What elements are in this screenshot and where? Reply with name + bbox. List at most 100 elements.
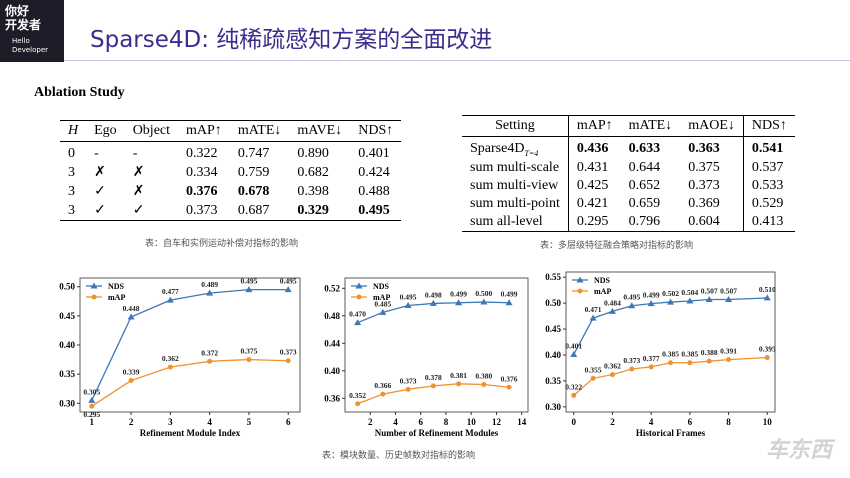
legend-marker xyxy=(355,282,363,289)
table-caption: 表：多层级特征融合策略对指标的影响 xyxy=(540,241,694,251)
cell-text: 0.652 xyxy=(628,177,661,193)
x-axis-label: Number of Refinement Modules xyxy=(375,428,499,438)
table-cell: 0.421 xyxy=(568,195,620,213)
table-cell: 0.652 xyxy=(621,177,681,195)
column-header: NDS↑ xyxy=(350,120,402,142)
y-tick-label: 0.52 xyxy=(324,283,340,293)
table-cell: ✗ xyxy=(125,182,178,201)
x-tick-label: 4 xyxy=(207,417,212,427)
plot-frame xyxy=(565,271,776,413)
data-label: 0.489 xyxy=(201,280,218,289)
data-point xyxy=(609,372,615,378)
y-tick-label: 0.30 xyxy=(59,398,75,408)
table-cell: 0.529 xyxy=(743,195,795,213)
data-point xyxy=(608,307,616,314)
cell-text: 0.890 xyxy=(297,146,329,161)
table-cell: ✗ xyxy=(125,163,178,182)
legend-label: NDS xyxy=(108,282,125,291)
cell-text: 0.533 xyxy=(751,177,784,193)
cell-text: 0.796 xyxy=(628,213,661,229)
cell-text: 0.369 xyxy=(688,195,720,211)
logo-sub: Developer xyxy=(12,46,49,54)
cell-text: 0.604 xyxy=(688,213,720,229)
table-cell: sum multi-view xyxy=(462,176,569,195)
data-label: 0.502 xyxy=(662,289,679,298)
table-cell: 3 xyxy=(60,182,86,201)
table-cell: 0.401 xyxy=(350,142,401,164)
cell-text: 0.413 xyxy=(751,213,784,229)
cell-text: 0.398 xyxy=(297,183,329,199)
cell-text: - xyxy=(132,146,138,161)
x-tick-label: 6 xyxy=(418,417,423,427)
cell-text: 0.424 xyxy=(358,164,390,180)
table-cell: - xyxy=(86,142,125,164)
data-label: 0.448 xyxy=(123,304,140,313)
data-label: 0.352 xyxy=(349,391,366,400)
y-tick-label: 0.44 xyxy=(324,338,340,348)
column-header: Setting xyxy=(462,115,569,137)
data-point xyxy=(481,382,487,388)
cell-text: ✓ xyxy=(132,203,145,218)
table-cell: 0.644 xyxy=(621,159,681,177)
x-tick-label: 0 xyxy=(571,417,576,427)
cell-text: sum all-level xyxy=(470,213,543,229)
cell-text: ✗ xyxy=(132,184,145,199)
cell-text: 0.529 xyxy=(751,195,784,211)
x-tick-label: 2 xyxy=(610,417,615,427)
data-point xyxy=(629,366,635,372)
data-label: 0.385 xyxy=(662,350,679,359)
data-point xyxy=(245,286,253,293)
table-row: Sparse4DT=4 0.436 0.633 0.363 0.541 xyxy=(462,136,795,159)
table-cell: 0.424 xyxy=(350,163,401,182)
table-cell: 0.747 xyxy=(230,142,290,164)
table-cell: ✓ xyxy=(125,201,178,221)
cell-text: 0.495 xyxy=(358,202,390,218)
column-header: mAVE↓ xyxy=(289,120,351,142)
x-tick-label: 6 xyxy=(286,417,291,427)
section-title: Ablation Study xyxy=(34,85,125,100)
y-tick-label: 0.35 xyxy=(545,376,561,386)
data-point xyxy=(166,296,174,303)
series-line xyxy=(91,358,289,407)
data-label: 0.322 xyxy=(565,382,582,391)
table-cell: 3 xyxy=(60,163,86,182)
legend-label: mAP xyxy=(373,293,390,302)
x-tick-label: 14 xyxy=(517,417,527,427)
data-point xyxy=(167,364,173,370)
header-rule xyxy=(64,60,850,61)
data-point xyxy=(571,392,577,398)
table-cell: 0.334 xyxy=(178,163,230,182)
data-point xyxy=(128,378,134,384)
cell-text: 0.659 xyxy=(628,195,661,211)
column-header: H xyxy=(60,120,87,142)
table-cell: 0.322 xyxy=(178,142,230,164)
cell-text: 3 xyxy=(68,164,75,180)
legend-marker xyxy=(91,294,97,300)
series-line xyxy=(91,289,289,401)
logo-text: 开发者 xyxy=(5,18,42,32)
data-point xyxy=(285,358,291,364)
table-cell: 0.373 xyxy=(680,176,744,195)
column-header: mAP↑ xyxy=(568,115,621,137)
legend-marker xyxy=(356,294,362,300)
data-label: 0.373 xyxy=(280,348,297,357)
data-label: 0.376 xyxy=(501,374,518,383)
cell-text: 0 xyxy=(68,146,75,161)
data-label: 0.495 xyxy=(280,277,297,286)
data-point xyxy=(88,396,96,403)
table-cell: 0.687 xyxy=(230,201,290,221)
cell-text: ✓ xyxy=(94,184,106,199)
header-row: H Ego Object mAP↑ mATE↓ mAVE↓ NDS↑ xyxy=(60,120,402,142)
data-point xyxy=(480,298,488,305)
cell-text: 0.376 xyxy=(186,183,218,199)
data-label: 0.355 xyxy=(585,365,602,374)
cell-text: 0.334 xyxy=(186,164,218,180)
cell-text: 0.431 xyxy=(576,159,609,175)
table-caption: 表：自车和实例运动补偿对指标的影响 xyxy=(145,239,299,249)
table-cell: 0.659 xyxy=(621,195,681,213)
y-tick-label: 0.40 xyxy=(324,366,340,376)
table-row: sum multi-scale 0.431 0.644 0.375 0.537 xyxy=(462,158,795,177)
x-tick-label: 8 xyxy=(444,417,449,427)
table-row: 0 - - 0.322 0.747 0.890 0.401 xyxy=(60,142,401,164)
